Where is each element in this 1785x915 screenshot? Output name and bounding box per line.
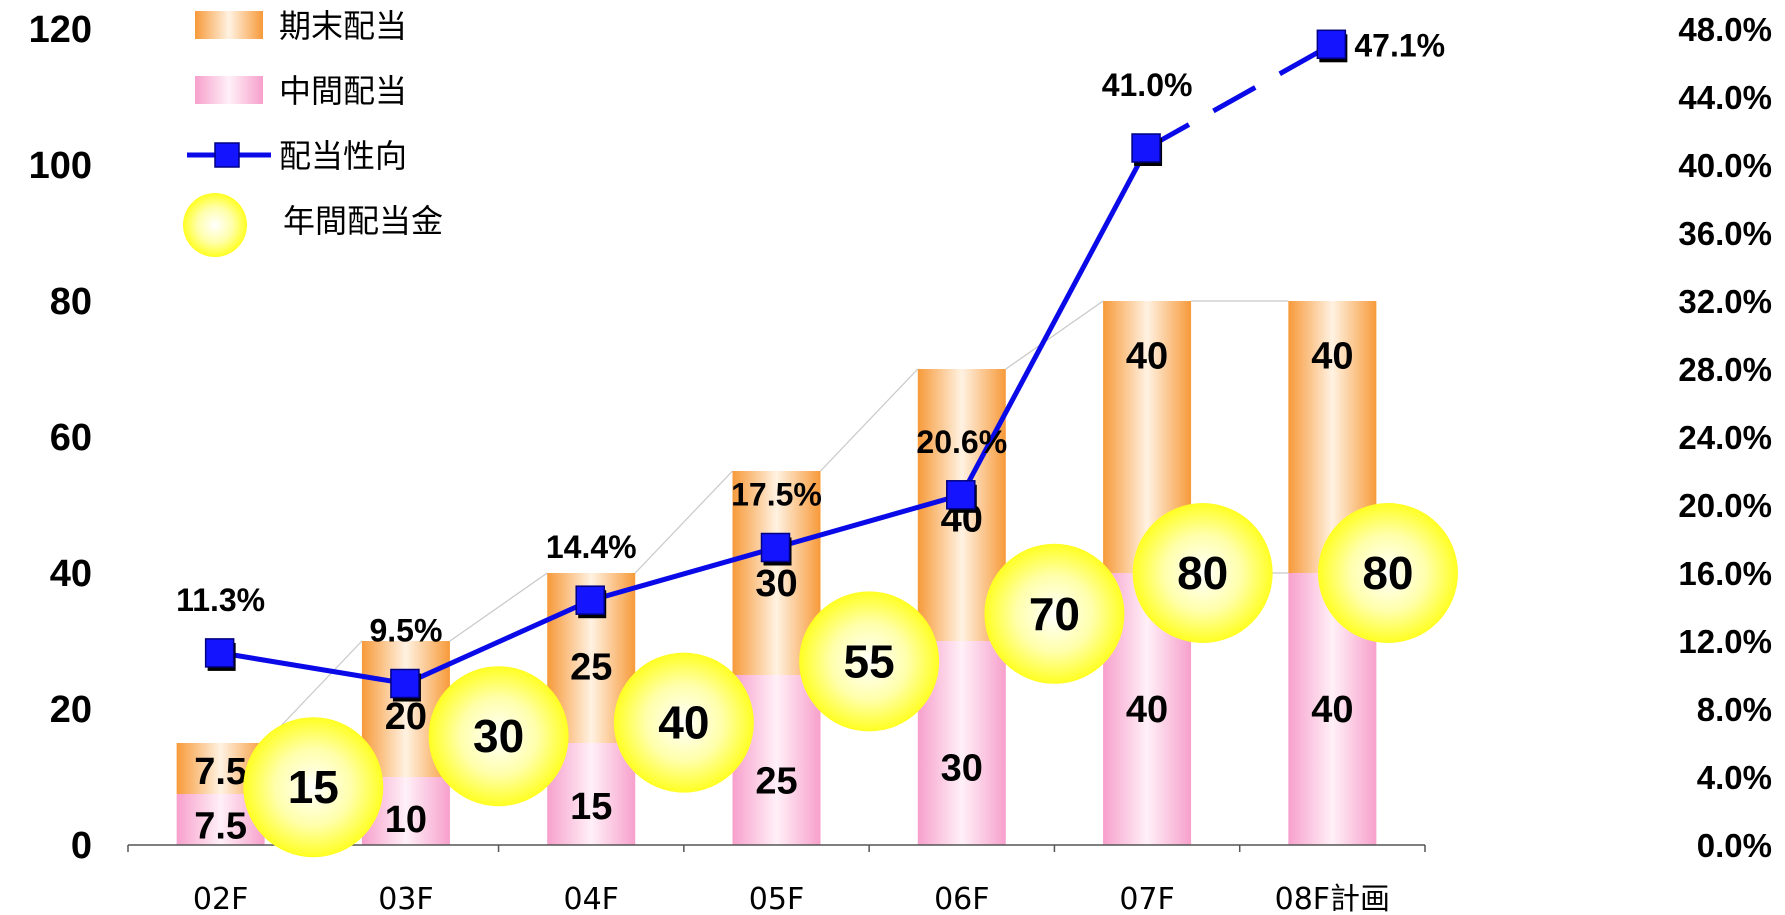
payout-ratio-label: 14.4% bbox=[546, 529, 637, 565]
left-tick-label: 40 bbox=[50, 553, 92, 595]
payout-ratio-label: 20.6% bbox=[916, 424, 1007, 460]
payout-ratio-label: 47.1% bbox=[1354, 27, 1445, 63]
bar-interim-label: 40 bbox=[1311, 689, 1353, 731]
annual-dividend-label: 40 bbox=[658, 697, 709, 749]
annual-dividend-label: 80 bbox=[1177, 547, 1228, 599]
bar-final-label: 40 bbox=[1126, 335, 1168, 377]
right-tick-label: 12.0% bbox=[1678, 623, 1772, 660]
legend-swatch-final bbox=[195, 11, 263, 39]
legend-swatch-bubble bbox=[183, 193, 247, 257]
bar-final-label: 25 bbox=[570, 647, 612, 689]
right-tick-label: 48.0% bbox=[1678, 11, 1772, 48]
right-tick-label: 24.0% bbox=[1678, 419, 1772, 456]
right-tick-label: 0.0% bbox=[1697, 827, 1772, 864]
payout-ratio-marker bbox=[204, 638, 235, 668]
right-tick-label: 4.0% bbox=[1697, 759, 1772, 796]
bar-final-label: 40 bbox=[1311, 335, 1353, 377]
bar-interim-label: 15 bbox=[570, 786, 612, 828]
right-tick-label: 16.0% bbox=[1678, 555, 1772, 592]
annual-dividend-label: 80 bbox=[1362, 547, 1413, 599]
right-tick-label: 40.0% bbox=[1678, 147, 1772, 184]
annual-dividend-bubbles: 15 30 40 55 70 80 80 bbox=[243, 503, 1458, 858]
legend-swatch-interim bbox=[195, 76, 263, 104]
payout-ratio-label: 9.5% bbox=[369, 613, 442, 649]
bar-interim-label: 40 bbox=[1126, 689, 1168, 731]
annual-dividend-bubble bbox=[243, 717, 384, 858]
left-tick-label: 20 bbox=[50, 689, 92, 731]
legend-swatch-marker bbox=[214, 142, 240, 168]
payout-ratio-marker bbox=[946, 480, 976, 510]
payout-ratio-label: 41.0% bbox=[1102, 67, 1193, 103]
annual-dividend-label: 55 bbox=[844, 635, 895, 687]
connector-total bbox=[449, 572, 548, 642]
connector-total bbox=[820, 368, 919, 472]
payout-ratio-marker bbox=[1316, 29, 1347, 60]
right-tick-label: 20.0% bbox=[1678, 487, 1772, 524]
payout-ratio-marker bbox=[390, 668, 420, 699]
x-tick-label: 04F bbox=[563, 882, 618, 915]
bars: 7.5 7.5 10 20 15 25 25 30 30 40 40 40 40 40 bbox=[176, 301, 1377, 848]
x-tick-label: 03F bbox=[378, 882, 433, 915]
annual-dividend-bubble bbox=[1132, 503, 1273, 643]
right-tick-label: 44.0% bbox=[1678, 79, 1772, 116]
payout-ratio-marker bbox=[760, 532, 791, 563]
right-tick-label: 36.0% bbox=[1678, 215, 1772, 252]
right-tick-label: 8.0% bbox=[1697, 691, 1772, 728]
payout-ratio-line: 11.3% 9.5% 14.4% 17.5% 20.6% 41.0% 47.1% bbox=[176, 27, 1445, 702]
right-tick-label: 28.0% bbox=[1678, 351, 1772, 388]
annual-dividend-bubble bbox=[1317, 503, 1458, 643]
x-tick-label: 08F計画 bbox=[1275, 882, 1390, 915]
x-tick-label: 02F bbox=[193, 882, 248, 915]
x-tick-label: 07F bbox=[1119, 882, 1174, 915]
payout-ratio-dashed bbox=[1145, 42, 1334, 151]
bar-final-label: 20 bbox=[385, 696, 427, 738]
annual-dividend-bubble bbox=[613, 652, 754, 793]
x-tick-label: 06F bbox=[934, 882, 989, 915]
bar-interim-label: 7.5 bbox=[194, 806, 247, 848]
legend-label: 期末配当 bbox=[279, 7, 407, 45]
x-tick-label: 05F bbox=[749, 882, 804, 915]
bar-final-label: 7.5 bbox=[194, 751, 247, 793]
legend-label: 年間配当金 bbox=[283, 202, 443, 240]
payout-ratio-label: 17.5% bbox=[731, 477, 822, 513]
legend-label: 配当性向 bbox=[279, 137, 407, 175]
legend-label: 中間配当 bbox=[279, 72, 407, 110]
bar-interim-label: 30 bbox=[941, 747, 983, 789]
annual-dividend-label: 30 bbox=[473, 710, 524, 762]
annual-dividend-bubble bbox=[799, 591, 940, 732]
left-tick-label: 100 bbox=[29, 145, 92, 187]
annual-dividend-bubble bbox=[428, 666, 569, 807]
left-tick-label: 120 bbox=[29, 9, 92, 51]
bar-interim-label: 10 bbox=[385, 799, 427, 841]
left-tick-label: 60 bbox=[50, 417, 92, 459]
connector-total bbox=[634, 470, 733, 574]
connector-total bbox=[1005, 300, 1104, 370]
axes: 02F 03F 04F 05F 06F 07F 08F計画 0 20 40 60 80 100 120 0.… bbox=[29, 9, 1772, 915]
payout-ratio-label: 11.3% bbox=[176, 582, 265, 618]
annual-dividend-bubble bbox=[984, 543, 1125, 684]
bar-final-label: 30 bbox=[755, 563, 797, 605]
left-tick-label: 80 bbox=[50, 281, 92, 323]
annual-dividend-label: 70 bbox=[1029, 588, 1080, 640]
right-tick-label: 32.0% bbox=[1678, 283, 1772, 320]
bar-interim-label: 25 bbox=[755, 760, 797, 802]
left-tick-label: 0 bbox=[71, 825, 92, 867]
annual-dividend-label: 15 bbox=[288, 761, 339, 813]
payout-ratio-solid bbox=[220, 146, 1150, 687]
payout-ratio-marker bbox=[575, 585, 605, 615]
payout-ratio-marker bbox=[1131, 133, 1161, 163]
